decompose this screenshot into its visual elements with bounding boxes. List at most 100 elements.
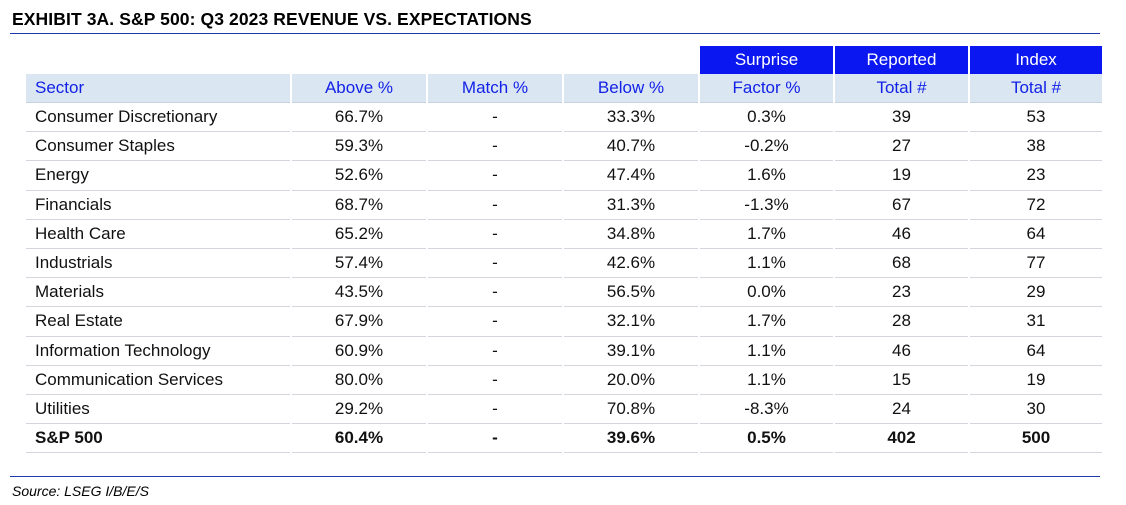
match-cell: - [426, 190, 563, 220]
below-cell: 56.5% [562, 277, 699, 308]
column-header-below: Below % [562, 74, 699, 103]
reported-total-cell: 24 [833, 394, 969, 425]
table-row: Information Technology 60.9% -39.1% 1.1% 46 6… [26, 336, 1102, 366]
reported-total-cell: 67 [833, 190, 969, 220]
reported-total-cell: 28 [833, 306, 969, 337]
below-cell: 20.0% [562, 365, 699, 395]
surprise-factor-cell: 0.3% [698, 102, 834, 133]
table-row: Materials 43.5% -56.5% 0.0% 23 29 [26, 277, 1102, 308]
reported-total-cell: 23 [833, 277, 969, 308]
sector-cell: Materials [26, 277, 291, 308]
table-row: Consumer Discretionary 66.7% -33.3% 0.3% 39 5… [26, 102, 1102, 133]
reported-total-cell: 15 [833, 365, 969, 395]
below-cell: 40.7% [562, 131, 699, 162]
footer-divider [10, 476, 1100, 477]
index-total-cell: 29 [968, 277, 1102, 308]
table-row: Real Estate 67.9% -32.1% 1.7% 28 31 [26, 306, 1102, 337]
above-cell: 60.4% [290, 423, 427, 454]
sector-cell: Financials [26, 190, 291, 220]
surprise-factor-cell: 1.1% [698, 248, 834, 279]
index-total-cell: 72 [968, 190, 1102, 220]
reported-total-cell: 46 [833, 219, 969, 249]
below-cell: 47.4% [562, 160, 699, 191]
above-cell: 80.0% [290, 365, 427, 395]
table-row: Utilities 29.2% -70.8% -8.3% 24 30 [26, 394, 1102, 425]
table-row: Energy 52.6% -47.4% 1.6% 19 23 [26, 160, 1102, 191]
group-header-empty [291, 46, 427, 74]
above-cell: 67.9% [290, 306, 427, 337]
reported-total-cell: 68 [833, 248, 969, 279]
match-cell: - [426, 102, 563, 133]
index-total-cell: 64 [968, 336, 1102, 366]
group-header-surprise: Surprise [698, 46, 834, 74]
reported-total-cell: 27 [833, 131, 969, 162]
match-cell: - [426, 336, 563, 366]
above-cell: 60.9% [290, 336, 427, 366]
above-cell: 68.7% [290, 190, 427, 220]
revenue-table: Surprise Reported Index Sector Above % M… [26, 46, 1102, 454]
table-row: Industrials 57.4% -42.6% 1.1% 68 77 [26, 248, 1102, 279]
sector-cell: Real Estate [26, 306, 291, 337]
reported-total-cell: 39 [833, 102, 969, 133]
surprise-factor-cell: -0.2% [698, 131, 834, 162]
index-total-cell: 31 [968, 306, 1102, 337]
match-cell: - [426, 306, 563, 337]
above-cell: 29.2% [290, 394, 427, 425]
index-total-cell: 77 [968, 248, 1102, 279]
group-header-row: Surprise Reported Index [26, 46, 1102, 74]
index-total-cell: 38 [968, 131, 1102, 162]
sector-cell: Consumer Discretionary [26, 102, 291, 133]
above-cell: 65.2% [290, 219, 427, 249]
column-header-reported-total: Total # [833, 74, 969, 103]
below-cell: 34.8% [562, 219, 699, 249]
match-cell: - [426, 277, 563, 308]
table-row: Communication Services 80.0% -20.0% 1.1% 15 1… [26, 365, 1102, 395]
sector-cell: Information Technology [26, 336, 291, 366]
sector-cell: Utilities [26, 394, 291, 425]
below-cell: 32.1% [562, 306, 699, 337]
surprise-factor-cell: 0.0% [698, 277, 834, 308]
below-cell: 31.3% [562, 190, 699, 220]
group-header-empty [427, 46, 563, 74]
surprise-factor-cell: -1.3% [698, 190, 834, 220]
sector-cell: S&P 500 [26, 423, 291, 454]
above-cell: 43.5% [290, 277, 427, 308]
reported-total-cell: 402 [833, 423, 969, 454]
match-cell: - [426, 131, 563, 162]
surprise-factor-cell: 0.5% [698, 423, 834, 454]
column-header-sector: Sector [26, 74, 291, 103]
column-header-above: Above % [290, 74, 427, 103]
index-total-cell: 53 [968, 102, 1102, 133]
group-header-empty [563, 46, 699, 74]
index-total-cell: 500 [968, 423, 1102, 454]
title-divider [10, 33, 1100, 34]
sector-cell: Communication Services [26, 365, 291, 395]
column-header-match: Match % [426, 74, 563, 103]
column-header-index-total: Total # [968, 74, 1102, 103]
index-total-cell: 23 [968, 160, 1102, 191]
group-header-reported: Reported [833, 46, 969, 74]
sector-cell: Energy [26, 160, 291, 191]
column-header-row: Sector Above % Match % Below % Factor % … [26, 74, 1102, 103]
reported-total-cell: 46 [833, 336, 969, 366]
sector-cell: Health Care [26, 219, 291, 249]
surprise-factor-cell: 1.1% [698, 336, 834, 366]
match-cell: - [426, 219, 563, 249]
surprise-factor-cell: 1.7% [698, 219, 834, 249]
sector-cell: Industrials [26, 248, 291, 279]
table-row: Consumer Staples 59.3% -40.7% -0.2% 27 38 [26, 131, 1102, 162]
above-cell: 57.4% [290, 248, 427, 279]
above-cell: 66.7% [290, 102, 427, 133]
surprise-factor-cell: 1.7% [698, 306, 834, 337]
group-header-index: Index [968, 46, 1102, 74]
table-body: Consumer Discretionary 66.7% -33.3% 0.3% 39 5… [26, 102, 1102, 454]
group-header-empty [26, 46, 291, 74]
index-total-cell: 19 [968, 365, 1102, 395]
below-cell: 70.8% [562, 394, 699, 425]
source-note: Source: LSEG I/B/E/S [12, 483, 149, 499]
match-cell: - [426, 160, 563, 191]
below-cell: 39.6% [562, 423, 699, 454]
below-cell: 39.1% [562, 336, 699, 366]
table-row: Financials 68.7% -31.3% -1.3% 67 72 [26, 190, 1102, 220]
surprise-factor-cell: 1.1% [698, 365, 834, 395]
